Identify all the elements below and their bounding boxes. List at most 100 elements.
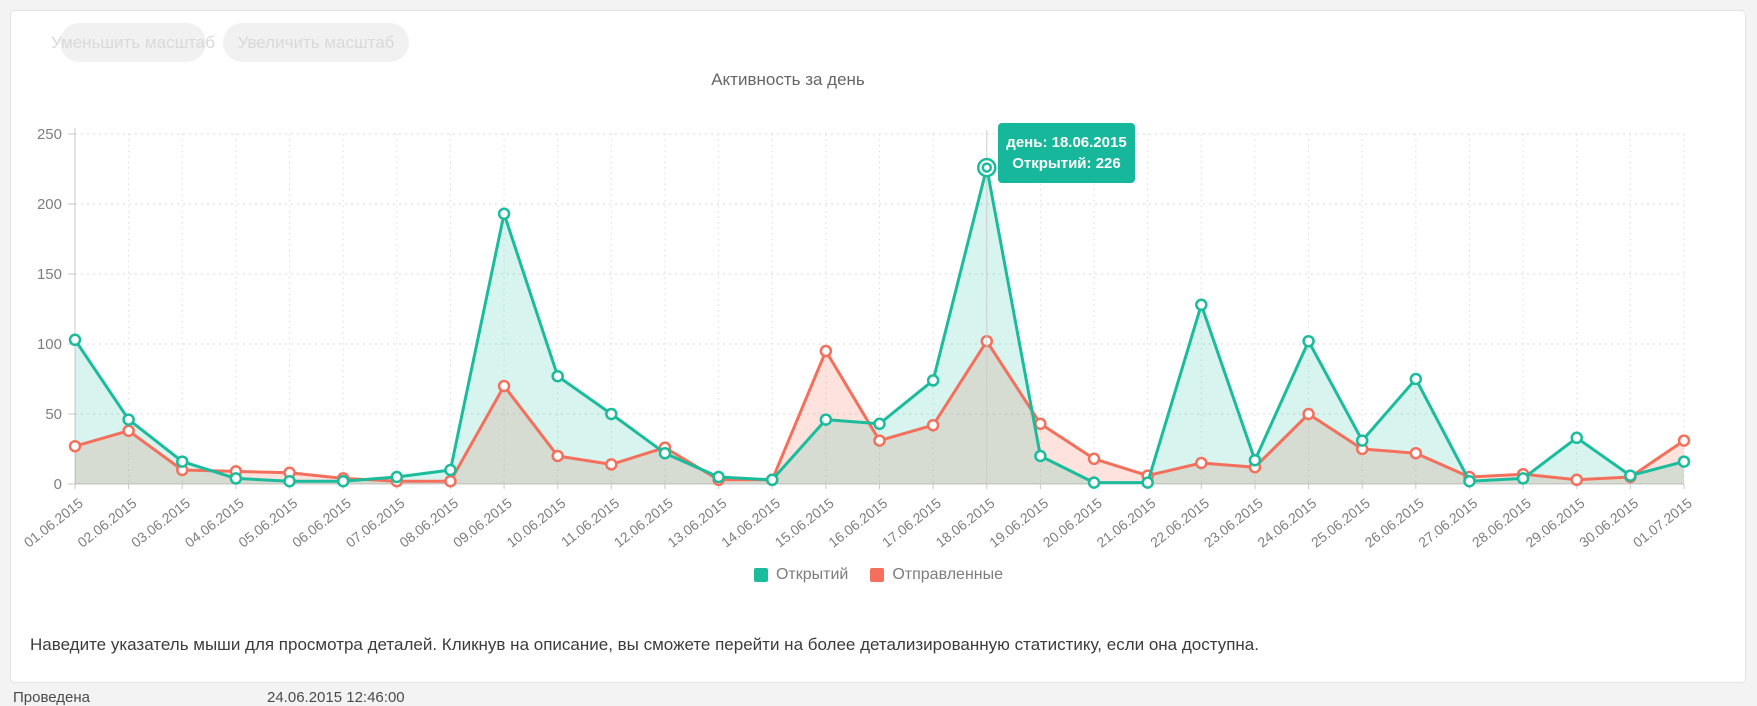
data-point-opens[interactable] [712,470,725,484]
x-tick-label[interactable]: 01.06.2015 [21,495,86,551]
y-tick-label: 200 [37,196,62,213]
data-point-sent[interactable] [1087,452,1101,466]
data-point-opens[interactable] [229,472,243,485]
data-point-opens[interactable] [497,207,511,221]
activity-line-chart[interactable]: 0 50 100 150 200 250 01.06.201502.06.201503.06… [0,0,1757,640]
series-area-opens [75,167,1684,484]
x-tick-label[interactable]: 30.06.2015 [1576,495,1641,551]
data-point-opens[interactable] [1087,476,1101,489]
x-tick-label[interactable]: 02.06.2015 [74,495,139,551]
x-tick-label[interactable]: 14.06.2015 [718,495,783,551]
x-tick-label[interactable]: 24.06.2015 [1254,495,1319,551]
data-point-opens[interactable] [1624,469,1637,482]
data-point-opens[interactable] [1195,298,1208,312]
tooltip-day: день: 18.06.2015 [1006,134,1127,151]
y-tick-label: 250 [37,126,62,143]
x-tick-label[interactable]: 22.06.2015 [1147,495,1212,551]
data-point-opens[interactable] [765,473,779,487]
data-point-opens[interactable] [122,413,135,426]
x-tick-label[interactable]: 15.06.2015 [772,495,837,551]
legend-item-opens[interactable]: Открытий [753,566,849,584]
data-point-opens[interactable] [1677,455,1691,468]
x-tick-label[interactable]: 10.06.2015 [503,495,568,551]
zoom-out-button[interactable]: Уменьшить масштаб [51,23,215,62]
x-tick-label[interactable]: 21.06.2015 [1093,495,1158,551]
x-tick-label[interactable]: 23.06.2015 [1201,495,1266,551]
data-point-opens[interactable] [1355,434,1369,447]
x-tick-label[interactable]: 03.06.2015 [128,495,193,551]
x-tick-label[interactable]: 29.06.2015 [1523,495,1588,551]
x-tick-label[interactable]: 05.06.2015 [235,495,300,551]
data-point-opens[interactable] [873,417,886,431]
x-tick-label[interactable]: 27.06.2015 [1415,495,1480,551]
data-point-sent[interactable] [551,449,564,463]
data-point-opens[interactable] [605,407,618,421]
x-tick-label[interactable]: 09.06.2015 [450,495,515,551]
y-tick-label: 150 [37,266,62,283]
legend-label-opens: Открытий [775,566,849,583]
data-point-opens[interactable] [1570,431,1583,445]
data-point-opens[interactable] [819,413,833,426]
y-tick-label: 100 [37,336,62,353]
x-tick-label[interactable]: 28.06.2015 [1469,495,1534,551]
data-point-sent[interactable] [1570,473,1583,487]
x-tick-label[interactable]: 08.06.2015 [396,495,461,551]
x-tick-label[interactable]: 06.06.2015 [289,495,354,551]
x-tick-label[interactable]: 25.06.2015 [1308,495,1373,551]
x-tick-label[interactable]: 26.06.2015 [1362,495,1427,551]
data-point-sent[interactable] [1302,407,1315,421]
data-point-opens[interactable] [551,369,564,383]
data-point-sent[interactable] [926,418,940,432]
data-point-sent[interactable] [497,379,511,393]
data-point-sent[interactable] [819,344,833,358]
data-point-opens[interactable] [390,470,404,484]
series-area-sent [75,341,1684,484]
tooltip-value: Открытий: 226 [1012,155,1121,172]
chart-tooltip: день: 18.06.2015 Открытий: 226 [998,123,1135,183]
data-point-sent[interactable] [1034,417,1047,431]
data-point-sent[interactable] [605,458,618,471]
data-point-opens[interactable] [658,446,672,460]
zoom-in-button[interactable]: Увеличить масштаб [223,23,409,62]
data-point-opens[interactable] [68,333,82,347]
data-point-opens[interactable] [444,463,457,477]
data-point-opens[interactable] [336,474,350,488]
x-tick-label[interactable]: 01.07.2015 [1630,495,1695,551]
hint-text: Наведите указатель мыши для просмотра де… [30,635,1259,654]
legend-swatch-sent-icon [870,568,885,582]
data-point-sent[interactable] [444,474,457,488]
data-point-opens[interactable] [176,455,189,468]
x-tick-label[interactable]: 12.06.2015 [611,495,676,551]
data-point-opens[interactable] [283,474,296,488]
data-point-opens[interactable] [1516,472,1530,485]
x-tick-label[interactable]: 20.06.2015 [1040,495,1105,551]
data-point-opens[interactable] [1248,453,1262,467]
y-tick-label: 0 [54,476,62,493]
x-tick-label[interactable]: 18.06.2015 [933,495,998,551]
x-tick-label[interactable]: 19.06.2015 [986,495,1051,551]
x-tick-label[interactable]: 07.06.2015 [343,495,408,551]
data-point-sent[interactable] [1409,446,1423,460]
x-tick-label[interactable]: 13.06.2015 [664,495,729,551]
data-point-opens[interactable] [1141,476,1154,489]
y-tick-label: 50 [45,406,62,423]
data-point-sent[interactable] [873,434,886,447]
data-point-opens[interactable] [1034,449,1047,463]
x-tick-label[interactable]: 17.06.2015 [879,495,944,551]
data-point-sent[interactable] [1195,456,1208,470]
data-point-opens[interactable] [926,374,940,387]
legend-swatch-opens-icon [753,568,768,582]
chart-title: Активность за день [711,70,865,89]
data-point-opens[interactable] [1409,372,1423,386]
legend-item-sent[interactable]: Отправленные [870,566,1003,584]
data-point-sent[interactable] [1677,434,1691,447]
legend-label-sent: Отправленные [892,566,1004,583]
data-point-sent[interactable] [68,439,82,453]
data-point-sent[interactable] [122,424,135,438]
data-point-opens[interactable] [1463,474,1476,488]
chart-legend: Открытий Отправленные [0,566,1757,584]
x-tick-label[interactable]: 16.06.2015 [825,495,890,551]
data-point-opens[interactable] [1302,334,1315,348]
x-tick-label[interactable]: 04.06.2015 [182,495,247,551]
